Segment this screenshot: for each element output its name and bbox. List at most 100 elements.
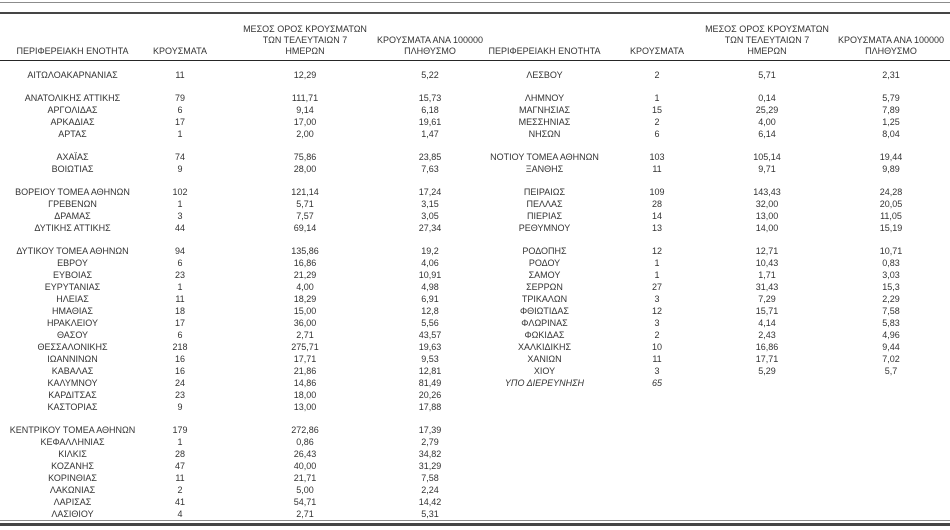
table-row: ΓΡΕΒΕΝΩΝ 1 5,71 3,15 ΠΕΛΛΑΣ 28 32,00 20,05: [0, 198, 950, 210]
cases-cell-right: 12: [651, 246, 662, 256]
avg-7day-cell-right: [702, 460, 832, 472]
region-name-cell-right: [477, 472, 612, 484]
cases-cell-left: 44: [174, 223, 185, 233]
avg-7day-cell-left: 4,00: [296, 282, 314, 292]
per-100k-cell-left: 31,29: [418, 461, 442, 471]
region-name-cell-right: ΠΙΕΡΙΑΣ: [526, 211, 563, 221]
col-header-region-right: ΠΕΡΙΦΕΡΕΙΑΚΗ ΕΝΟΤΗΤΑ: [477, 14, 612, 61]
region-name-cell-right: ΧΑΝΙΩΝ: [527, 354, 562, 364]
per-100k-cell-left: 17,39: [418, 425, 442, 435]
table-gutter-header: [465, 14, 477, 61]
region-name-cell-right: ΦΩΚΙΔΑΣ: [524, 330, 565, 340]
col-header-per100k-right: ΚΡΟΥΣΜΑΤΑ ΑΝΑ 100000 ΠΛΗΘΥΣΜΟ: [832, 14, 950, 61]
group-separator-row: [0, 413, 950, 424]
per-100k-cell-right: 5,79: [882, 93, 900, 103]
cases-cell-left: 41: [174, 497, 185, 507]
region-name-cell-right: [477, 448, 612, 460]
region-name-cell-left: ΙΩΑΝΝΙΝΩΝ: [47, 354, 98, 364]
per-100k-cell-left: 19,63: [418, 342, 442, 352]
per-100k-cell-left: 12,8: [421, 306, 439, 316]
avg-7day-cell-right: [702, 448, 832, 460]
per-100k-cell-left: 17,88: [418, 402, 442, 412]
leading-spacer-row: [0, 61, 950, 70]
region-name-cell-right: ΞΑΝΘΗΣ: [525, 164, 564, 174]
cases-cell-right: [612, 436, 702, 448]
region-name-cell-left: ΔΥΤΙΚΗΣ ΑΤΤΙΚΗΣ: [34, 223, 111, 233]
table-row: ΚΑΣΤΟΡΙΑΣ 9 13,00 17,88: [0, 401, 950, 413]
avg-7day-cell-right: 17,71: [755, 354, 779, 364]
region-name-cell-left: ΔΡΑΜΑΣ: [54, 211, 91, 221]
avg-7day-cell-left: 2,00: [296, 129, 314, 139]
region-name-cell-left: ΓΡΕΒΕΝΩΝ: [48, 199, 97, 209]
col-header-avg7-right-label: ΜΕΣΟΣ ΟΡΟΣ ΚΡΟΥΣΜΑΤΩΝ ΤΩΝ ΤΕΛΕΥΤΑΙΩΝ 7 Η…: [705, 24, 829, 56]
avg-7day-cell-right: 5,71: [758, 70, 776, 80]
table-row: ΛΑΡΙΣΑΣ 41 54,71 14,42: [0, 496, 950, 508]
avg-7day-cell-left: 21,86: [293, 366, 317, 376]
region-name-cell-left: ΕΥΡΥΤΑΝΙΑΣ: [44, 282, 101, 292]
per-100k-cell-right: 3,03: [882, 270, 900, 280]
per-100k-cell-left: 6,18: [421, 105, 439, 115]
avg-7day-cell-right: 4,14: [758, 318, 776, 328]
region-name-cell-right: [477, 424, 612, 436]
cases-cell-right: 3: [654, 366, 660, 376]
cases-cell-left: 4: [177, 509, 183, 519]
cases-cell-left: 3: [177, 211, 183, 221]
per-100k-cell-right: [832, 401, 950, 413]
cases-cell-left: 28: [174, 449, 185, 459]
col-header-cases-left-label: ΚΡΟΥΣΜΑΤΑ: [153, 46, 207, 56]
avg-7day-cell-right: 31,43: [755, 282, 779, 292]
table-gutter: [465, 92, 477, 104]
cases-cell-left: 102: [172, 187, 188, 197]
cases-cell-left: 1: [177, 129, 183, 139]
table-row: ΔΡΑΜΑΣ 3 7,57 3,05 ΠΙΕΡΙΑΣ 14 13,00 11,05: [0, 210, 950, 222]
top-border-thin: [0, 2, 950, 3]
avg-7day-cell-right: 13,00: [755, 211, 779, 221]
per-100k-cell-right: [832, 508, 950, 520]
table-gutter: [465, 472, 477, 484]
table-row: ΑΡΚΑΔΙΑΣ 17 17,00 19,61 ΜΕΣΣΗΝΙΑΣ 2 4,00 1,25: [0, 116, 950, 128]
cases-cell-right: 103: [649, 152, 665, 162]
per-100k-cell-right: 0,83: [882, 258, 900, 268]
cases-cell-right: 6: [654, 129, 660, 139]
table-row: ΒΟΙΩΤΙΑΣ 9 28,00 7,63 ΞΑΝΘΗΣ 11 9,71 9,89: [0, 163, 950, 175]
per-100k-cell-right: 7,89: [882, 105, 900, 115]
region-name-cell-right: ΦΛΩΡΙΝΑΣ: [521, 318, 568, 328]
per-100k-cell-left: 3,15: [421, 199, 439, 209]
per-100k-cell-right: 7,58: [882, 306, 900, 316]
per-100k-cell-left: 9,53: [421, 354, 439, 364]
region-name-cell-left: ΗΛΕΙΑΣ: [56, 294, 89, 304]
region-name-cell-right: [477, 484, 612, 496]
cases-cell-left: 179: [172, 425, 188, 435]
region-name-cell-right: ΠΕΛΛΑΣ: [526, 199, 563, 209]
cases-cell-left: 9: [177, 402, 183, 412]
avg-7day-cell-left: 15,00: [293, 306, 317, 316]
per-100k-cell-right: 15,3: [882, 282, 900, 292]
avg-7day-cell-right: [702, 484, 832, 496]
table-row: ΛΑΚΩΝΙΑΣ 2 5,00 2,24: [0, 484, 950, 496]
avg-7day-cell-right: [702, 508, 832, 520]
region-name-cell-right: [477, 436, 612, 448]
group-separator-row: [0, 175, 950, 186]
avg-7day-cell-right: 143,43: [753, 187, 781, 197]
cases-cell-left: 16: [174, 354, 185, 364]
per-100k-cell-left: 20,26: [418, 390, 442, 400]
cases-cell-left: 218: [172, 342, 188, 352]
table-row: ΘΑΣΟΥ 6 2,71 43,57 ΦΩΚΙΔΑΣ 2 2,43 4,96: [0, 329, 950, 341]
cases-cell-left: 74: [174, 152, 185, 162]
avg-7day-cell-right: [702, 401, 832, 413]
cases-cell-right: [612, 472, 702, 484]
cases-cell-right: 2: [654, 117, 660, 127]
avg-7day-cell-left: 14,86: [293, 378, 317, 388]
table-gutter: [465, 508, 477, 520]
avg-7day-cell-left: 2,71: [296, 330, 314, 340]
table-gutter: [465, 353, 477, 365]
avg-7day-cell-left: 135,86: [291, 246, 319, 256]
region-name-cell-left: ΔΥΤΙΚΟΥ ΤΟΜΕΑ ΑΘΗΝΩΝ: [16, 246, 129, 256]
region-name-cell-left: ΑΧΑΪΑΣ: [56, 152, 89, 162]
col-header-cases-right-label: ΚΡΟΥΣΜΑΤΑ: [630, 46, 684, 56]
cases-cell-right: 27: [651, 282, 662, 292]
avg-7day-cell-left: 18,00: [293, 390, 317, 400]
per-100k-cell-left: 4,98: [421, 282, 439, 292]
avg-7day-cell-left: 5,00: [296, 485, 314, 495]
table-gutter: [465, 496, 477, 508]
